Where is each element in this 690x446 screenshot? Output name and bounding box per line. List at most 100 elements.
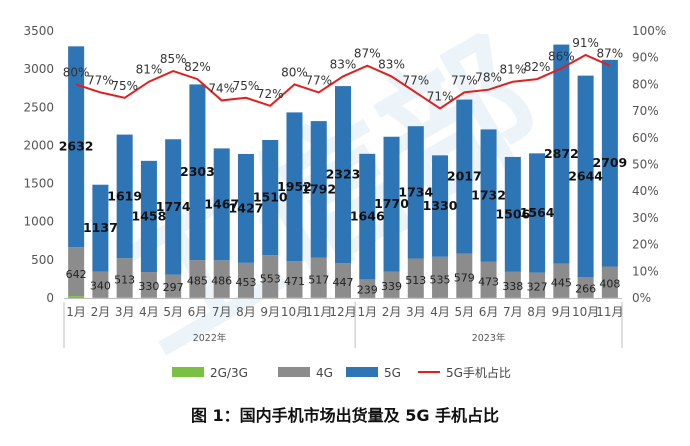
bar-5g	[140, 160, 157, 273]
ratio-line-layer: 80%77%75%81%85%82%74%75%72%80%77%83%87%8…	[63, 36, 624, 110]
x-tick-label: 1月	[357, 305, 377, 319]
bar-5g-label: 1564	[520, 205, 555, 220]
x-tick-label: 9月	[552, 305, 572, 319]
bar-5g	[432, 155, 449, 257]
bar-5g	[529, 153, 546, 273]
bar-4g-label: 485	[187, 274, 208, 287]
x-tick-label: 2月	[382, 305, 402, 319]
legend-label: 5G手机占比	[446, 365, 511, 380]
ratio-label: 80%	[281, 65, 308, 79]
bar-5g-label: 2709	[592, 155, 627, 170]
bar-2g3g	[262, 297, 279, 298]
ratio-label: 71%	[427, 89, 454, 103]
x-tick-label: 1月	[66, 305, 86, 319]
bar-5g	[456, 99, 473, 254]
bar-5g-label: 1427	[229, 200, 264, 215]
bar-4g-label: 642	[66, 268, 87, 281]
bar-5g-label: 1734	[398, 184, 433, 199]
bar-5g	[165, 139, 182, 275]
bar-4g-label: 266	[575, 282, 596, 295]
ratio-label: 87%	[597, 47, 624, 61]
y-left-tick-label: 1000	[23, 215, 54, 229]
bar-2g3g	[116, 297, 133, 298]
ratio-label: 86%	[548, 49, 575, 63]
x-tick-label: 4月	[139, 305, 159, 319]
figure-caption: 图 1：国内手机市场出货量及 5G 手机占比	[190, 406, 500, 425]
ratio-label: 91%	[572, 36, 599, 50]
bar-4g	[456, 253, 473, 298]
bar-4g	[213, 260, 230, 298]
y-left-tick-label: 3500	[23, 24, 54, 38]
x-tick-label: 10月	[572, 305, 599, 319]
legend-label: 4G	[316, 366, 333, 380]
x-tick-label: 12月	[329, 305, 356, 319]
x-tick-label: 11月	[596, 305, 623, 319]
bar-5g	[359, 153, 376, 280]
bar-4g-label: 473	[478, 275, 499, 288]
bar-5g-label: 1774	[156, 199, 191, 214]
bar-5g-label: 2017	[447, 169, 482, 184]
ratio-line	[75, 53, 611, 110]
bar-5g	[213, 148, 230, 261]
bar-4g-label: 486	[211, 275, 232, 288]
bar-5g	[504, 156, 521, 272]
bar-4g-label: 239	[357, 283, 378, 296]
bar-2g3g	[213, 297, 230, 298]
bar-2g3g	[286, 297, 303, 298]
ratio-label: 77%	[305, 73, 332, 87]
bar-5g	[480, 129, 497, 262]
bar-5g-label: 2644	[568, 168, 603, 183]
bar-5g-label: 1792	[301, 181, 336, 196]
bar-4g-label: 535	[430, 273, 451, 286]
bar-5g-label: 2303	[180, 164, 215, 179]
bar-4g	[601, 266, 618, 298]
bar-5g	[68, 46, 85, 248]
bar-5g	[189, 84, 206, 261]
y-left-tick-label: 2000	[23, 138, 54, 152]
x-tick-label: 3月	[406, 305, 426, 319]
bar-2g3g	[334, 297, 352, 298]
bar-5g	[310, 121, 327, 258]
legend-swatch	[278, 367, 310, 377]
ratio-label: 77%	[451, 73, 478, 87]
bar-5g	[334, 86, 352, 264]
ratio-label: 75%	[233, 79, 260, 93]
y-right-tick-label: 100%	[632, 24, 666, 38]
bar-4g	[310, 257, 327, 298]
x-tick-label: 8月	[236, 305, 256, 319]
ratio-label: 81%	[136, 63, 163, 77]
legend-label: 5G	[384, 366, 401, 380]
bar-4g-label: 471	[284, 275, 305, 288]
ratio-label: 74%	[208, 81, 235, 95]
bar-4g	[359, 279, 376, 298]
ratio-label: 75%	[111, 79, 138, 93]
bar-5g-label: 1619	[107, 188, 142, 203]
bar-2g3g	[92, 297, 109, 298]
bar-4g	[504, 271, 521, 298]
bar-5g	[262, 140, 279, 256]
y-axis-left: 0 500 1000 1500 2000 2500 3000 3500	[23, 24, 54, 305]
x-tick-label: 6月	[188, 305, 208, 319]
x-tick-label: 9月	[260, 305, 280, 319]
bar-4g-label: 553	[260, 272, 281, 285]
bar-4g-label: 338	[502, 280, 523, 293]
x-tick-label: 5月	[454, 305, 474, 319]
legend-swatch	[172, 367, 204, 377]
bar-5g-label: 1952	[277, 179, 312, 194]
ratio-label: 83%	[330, 57, 357, 71]
legend: 2G/3G 4G 5G 5G手机占比	[172, 365, 511, 380]
bar-labels-layer: 642 2632 340 1137 513 1619 330 1458 297 1774 485 23…	[59, 139, 628, 297]
bar-5g-label: 1137	[83, 220, 118, 235]
bar-5g	[237, 153, 254, 263]
bar-4g	[432, 256, 449, 298]
bar-4g	[577, 277, 594, 298]
bar-4g	[68, 247, 85, 297]
bars-layer	[68, 44, 618, 298]
bar-4g-label: 513	[405, 274, 426, 287]
bar-4g	[553, 263, 570, 298]
year-label: 2023年	[472, 332, 506, 344]
bar-4g-label: 453	[235, 276, 256, 289]
bar-4g	[116, 258, 133, 298]
x-tick-label: 3月	[115, 305, 135, 319]
x-tick-label: 11月	[305, 305, 332, 319]
